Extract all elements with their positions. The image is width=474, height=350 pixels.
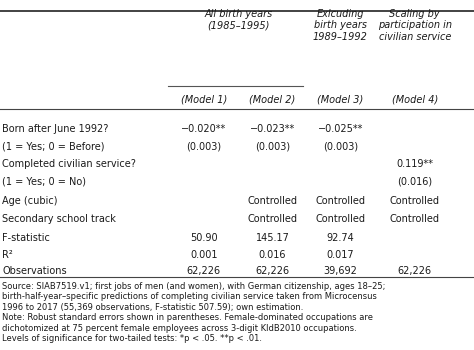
Text: −0.025**: −0.025**: [318, 124, 363, 134]
Text: Born after June 1992?: Born after June 1992?: [2, 124, 109, 134]
Text: Secondary school track: Secondary school track: [2, 214, 116, 224]
Text: Controlled: Controlled: [315, 214, 365, 224]
Text: Note: Robust standard errors shown in parentheses. Female-dominated occupations : Note: Robust standard errors shown in pa…: [2, 313, 374, 322]
Text: Controlled: Controlled: [247, 214, 298, 224]
Text: (Model 3): (Model 3): [317, 94, 364, 105]
Text: Controlled: Controlled: [247, 196, 298, 206]
Text: Scaling by
participation in
civilian service: Scaling by participation in civilian ser…: [378, 9, 452, 42]
Text: 0.001: 0.001: [190, 250, 218, 260]
Text: (0.003): (0.003): [255, 141, 290, 151]
Text: (0.016): (0.016): [397, 176, 432, 186]
Text: 62,226: 62,226: [398, 266, 432, 276]
Text: (Model 2): (Model 2): [249, 94, 296, 105]
Text: 1996 to 2017 (55,369 observations, F-statistic 507.59); own estimation.: 1996 to 2017 (55,369 observations, F-sta…: [2, 303, 304, 312]
Text: (1 = Yes; 0 = Before): (1 = Yes; 0 = Before): [2, 141, 105, 151]
Text: Controlled: Controlled: [390, 214, 440, 224]
Text: All birth years
(1985–1995): All birth years (1985–1995): [204, 9, 272, 30]
Text: Controlled: Controlled: [315, 196, 365, 206]
Text: (0.003): (0.003): [186, 141, 221, 151]
Text: Controlled: Controlled: [390, 196, 440, 206]
Text: R²: R²: [2, 250, 13, 260]
Text: 0.016: 0.016: [259, 250, 286, 260]
Text: 62,226: 62,226: [255, 266, 290, 276]
Text: −0.023**: −0.023**: [250, 124, 295, 134]
Text: (Model 4): (Model 4): [392, 94, 438, 105]
Text: Completed civilian service?: Completed civilian service?: [2, 159, 136, 169]
Text: 145.17: 145.17: [255, 233, 290, 243]
Text: Source: SIAB7519.v1; first jobs of men (and women), with German citizenship, age: Source: SIAB7519.v1; first jobs of men (…: [2, 282, 386, 291]
Text: 92.74: 92.74: [327, 233, 354, 243]
Text: 50.90: 50.90: [190, 233, 218, 243]
Text: 0.119**: 0.119**: [396, 159, 433, 169]
Text: (Model 1): (Model 1): [181, 94, 227, 105]
Text: F-statistic: F-statistic: [2, 233, 50, 243]
Text: 62,226: 62,226: [187, 266, 221, 276]
Text: −0.020**: −0.020**: [181, 124, 227, 134]
Text: (1 = Yes; 0 = No): (1 = Yes; 0 = No): [2, 176, 86, 186]
Text: Levels of significance for two-tailed tests: *p < .05. **p < .01.: Levels of significance for two-tailed te…: [2, 334, 263, 343]
Text: Observations: Observations: [2, 266, 67, 276]
Text: birth-half-year–specific predictions of completing civilian service taken from M: birth-half-year–specific predictions of …: [2, 292, 377, 301]
Text: Exlcuding
birth years
1989–1992: Exlcuding birth years 1989–1992: [313, 9, 368, 42]
Text: dichotomized at 75 percent female employees across 3-digit KldB2010 occupations.: dichotomized at 75 percent female employ…: [2, 324, 357, 333]
Text: Age (cubic): Age (cubic): [2, 196, 58, 206]
Text: 0.017: 0.017: [327, 250, 354, 260]
Text: (0.003): (0.003): [323, 141, 358, 151]
Text: 39,692: 39,692: [323, 266, 357, 276]
